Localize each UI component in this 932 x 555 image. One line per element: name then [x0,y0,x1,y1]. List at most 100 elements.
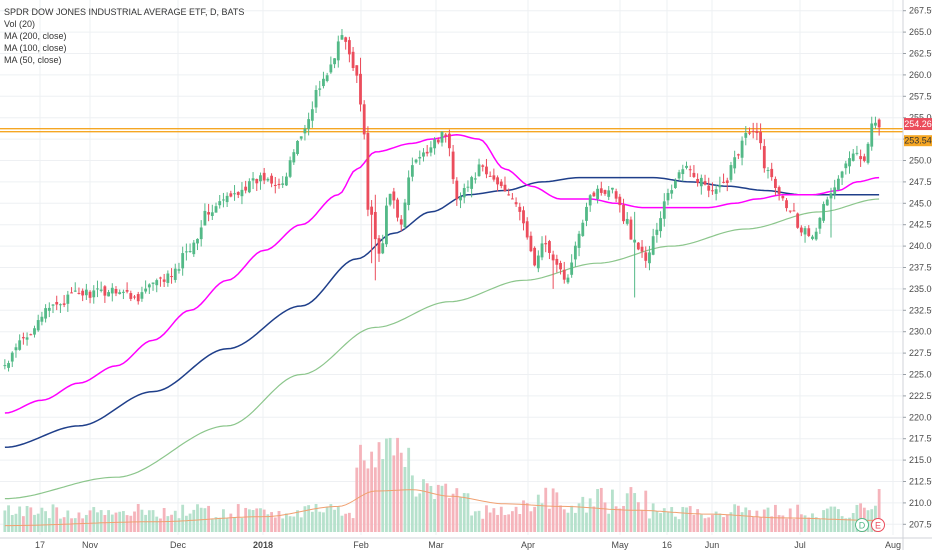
candle-body [347,40,351,55]
candle-body [33,328,36,335]
volume-bar [555,492,559,532]
candle-body [870,123,874,147]
candle-body [77,292,81,294]
legend-ma50[interactable]: MA (50, close) [4,55,62,65]
volume-bar [340,515,344,532]
candle-body [481,165,485,167]
candle-body [570,262,574,275]
candle-body [644,252,648,261]
candle-body [129,293,133,299]
candle-body [666,192,670,201]
candle-body [455,180,459,200]
volume-bar [540,503,544,532]
volume-bar [403,466,407,532]
legend-ma200[interactable]: MA (200, close) [4,31,67,41]
volume-bar [299,517,303,532]
volume-bar [355,467,359,532]
candle-body [88,291,92,298]
candle-body [429,147,433,153]
volume-bar [485,505,488,532]
candle-body [496,177,499,185]
candle-body [462,188,466,198]
candle-body [103,286,107,296]
candle-body [714,189,718,194]
volume-bar [307,505,311,532]
candle-body [225,195,229,203]
volume-bar [240,518,244,532]
candle-body [296,140,299,154]
candle-body [622,205,625,222]
candle-body [351,51,355,68]
volume-bar [844,518,848,532]
volume-bar [77,512,81,532]
candle-body [133,296,136,298]
candle-body [170,276,173,278]
volume-bar [807,517,811,532]
volume-bar [70,518,73,532]
moving-averages [4,134,880,500]
volume-bar [592,506,596,532]
candle-body [199,227,203,240]
volume-bar [336,506,340,532]
candle-body [855,152,859,154]
x-tick-label: Dec [170,540,187,550]
candle-body [473,178,477,180]
y-tick-label: 250.00 [909,156,932,166]
y-tick-label: 260.00 [909,70,932,80]
volume-bar [781,515,785,532]
x-tick-label: May [611,540,629,550]
volume-bar [147,510,151,532]
y-tick-label: 230.00 [909,327,932,337]
volume-bar [640,510,644,532]
candle-body [518,206,522,212]
candle-body [388,193,392,205]
volume-bar [603,502,607,532]
volume-bar [66,510,70,532]
candle-body [259,175,262,182]
volume-bar [373,467,377,532]
volume-bar [666,512,670,532]
candle-body [222,199,225,201]
volume-bar [851,513,855,532]
candle-body [436,139,440,143]
legend-vol[interactable]: Vol (20) [4,19,36,29]
candle-body [696,178,700,183]
candle-body [99,289,103,291]
y-tick-label: 215.00 [909,455,932,465]
candle-body [59,304,62,306]
volume-bar [699,514,703,532]
dividend-badge[interactable] [855,518,869,532]
legend-ma100[interactable]: MA (100, close) [4,43,67,53]
candle-body [229,193,233,197]
volume-bar [14,513,18,532]
candle-body [525,221,529,238]
volume-bar [648,518,651,532]
volume-bar [562,509,566,532]
candle-body [785,200,788,209]
volume-bar [96,512,99,532]
volume-bar [566,512,570,532]
volume-bar [425,483,429,532]
candle-body [499,181,503,187]
ma50-line [4,134,880,414]
volume-bar [25,505,29,532]
candle-body [3,365,7,367]
candle-body [140,292,144,299]
volume-bar [396,437,399,532]
volume-bar [59,518,62,532]
candle-body [692,172,696,177]
volume-bar [625,493,629,532]
volume-bar [707,517,711,532]
candle-body [407,177,411,206]
volume-bar [418,493,422,532]
volume-bar [477,510,481,532]
candle-body [440,131,444,143]
volume-bar [359,444,362,532]
candle-body [540,243,544,258]
earnings-badge[interactable] [871,518,885,532]
volume-bar [347,512,351,532]
volume-bar [622,505,625,532]
